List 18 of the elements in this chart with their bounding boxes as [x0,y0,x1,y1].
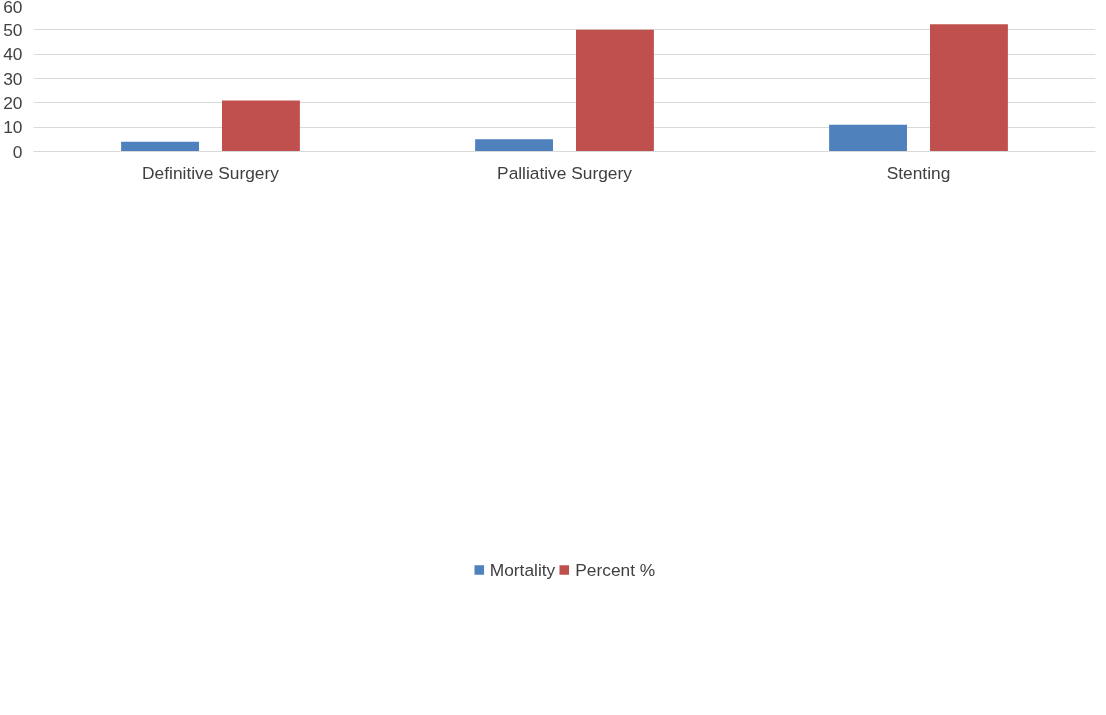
y-tick-label: 0 [12,141,23,162]
bar [121,141,199,152]
x-tick-label: Stenting [886,162,951,183]
x-tick-label: Definitive Surgery [142,162,280,183]
bar [475,139,553,152]
bar [930,24,1008,152]
y-tick-label: 10 [3,117,23,138]
legend-label: Percent % [575,559,656,581]
y-tick-label: 30 [3,68,23,89]
legend-label: Mortality [489,559,556,581]
y-tick-label: 60 [3,0,23,17]
y-tick-label: 40 [3,44,23,65]
bar [222,100,300,152]
bar [829,124,907,152]
x-tick-label: Palliative Surgery [497,162,633,183]
y-tick-label: 50 [3,19,23,40]
y-tick-label: 20 [3,92,23,113]
bar [576,29,654,152]
